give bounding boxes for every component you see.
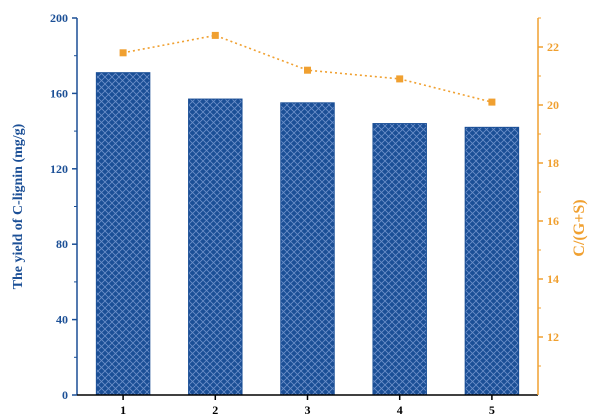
- ratio-line-group: [119, 31, 496, 106]
- x-tick-label: 1: [120, 403, 126, 417]
- x-tick-label: 4: [397, 403, 403, 417]
- x-tick-label: 5: [489, 403, 495, 417]
- ratio-line: [122, 34, 493, 103]
- axes-group: [72, 17, 543, 400]
- ratio-point: [211, 31, 219, 39]
- right-tick-label: 16: [547, 214, 559, 228]
- bar: [280, 102, 335, 396]
- bars-group: [95, 72, 520, 396]
- bar: [464, 126, 520, 396]
- bar: [372, 123, 427, 396]
- x-tick-label: 2: [212, 403, 218, 417]
- left-tick-label: 200: [50, 11, 68, 25]
- left-tick-label: 120: [50, 162, 68, 176]
- left-tick-label: 40: [56, 313, 68, 327]
- right-tick-label: 14: [547, 272, 559, 286]
- ratio-point: [304, 66, 311, 74]
- left-axis-title: The yield of C-lignin (mg/g): [11, 123, 26, 289]
- bar: [188, 98, 243, 396]
- x-tick-label: 3: [305, 403, 311, 417]
- right-axis-title: C/(G+S): [571, 199, 588, 256]
- ratio-point: [396, 75, 404, 83]
- left-tick-label: 0: [62, 388, 68, 402]
- right-tick-label: 22: [547, 40, 559, 54]
- right-tick-label: 18: [547, 156, 559, 170]
- left-tick-label: 80: [56, 237, 68, 251]
- ratio-point: [119, 49, 127, 57]
- right-tick-label: 12: [547, 330, 559, 344]
- left-tick-label: 160: [50, 86, 68, 100]
- bar: [95, 72, 151, 396]
- right-tick-label: 20: [547, 98, 559, 112]
- ratio-point: [488, 98, 496, 106]
